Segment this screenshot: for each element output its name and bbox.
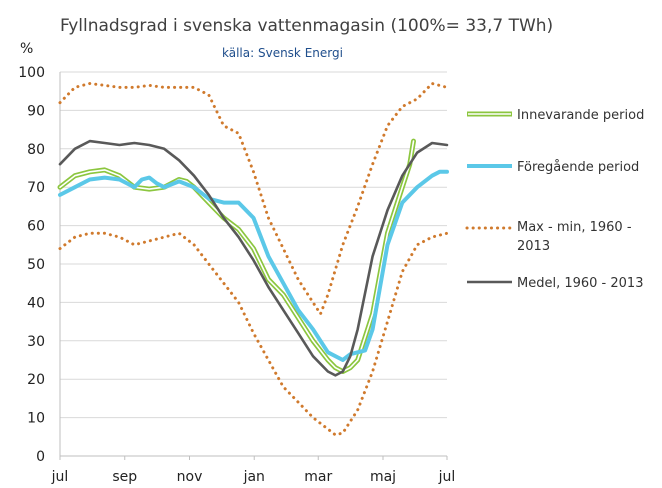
legend-label: Föregående period [517,160,639,175]
x-tick-label: mar [304,469,332,485]
chart-title: Fyllnadsgrad i svenska vattenmagasin (10… [60,16,553,36]
y-tick-label: 40 [27,295,45,311]
x-tick-label: jul [438,469,456,485]
chart-subtitle: källa: Svensk Energi [222,46,343,60]
legend-label: Max - min, 1960 -2013 [517,220,632,254]
y-tick-label: 50 [27,257,45,273]
series-f-reg-ende-period-line [58,169,449,362]
y-tick-label: 20 [27,372,45,388]
x-tick-label: maj [370,469,396,485]
y-tick-labels: 0 10 20 30 40 50 60 70 80 90 100 [18,65,45,465]
y-tick-label: 60 [27,219,45,235]
y-tick-label: 90 [27,103,45,119]
x-tick-label: sep [112,469,137,485]
y-tick-label: 80 [27,142,45,158]
y-tick-label: 70 [27,180,45,196]
y-tick-label: 10 [27,411,45,427]
x-tick-label: nov [177,469,203,485]
y-tick-label: 100 [18,65,45,81]
series-innevarande-period-outline [57,138,416,374]
legend-label: Innevarande period [517,108,644,123]
legend-label: Medel, 1960 - 2013 [517,276,643,291]
series-medel-1960-2013-line [58,139,449,377]
legend: Innevarande period Föregående period Max -… [465,108,644,291]
x-tick-labels: jul sep nov jan mar maj jul [51,456,456,485]
y-tick-label: 0 [36,449,45,465]
y-tick-label: 30 [27,334,45,350]
data-series [57,81,449,437]
x-tick-label: jul [51,469,69,485]
series-max-min-1960-2013-min-line [58,231,449,437]
x-tick-label: jan [243,469,265,485]
y-axis-label: % [20,41,33,57]
gridlines [59,71,447,457]
series-max-min-1960-2013-line [58,81,449,318]
